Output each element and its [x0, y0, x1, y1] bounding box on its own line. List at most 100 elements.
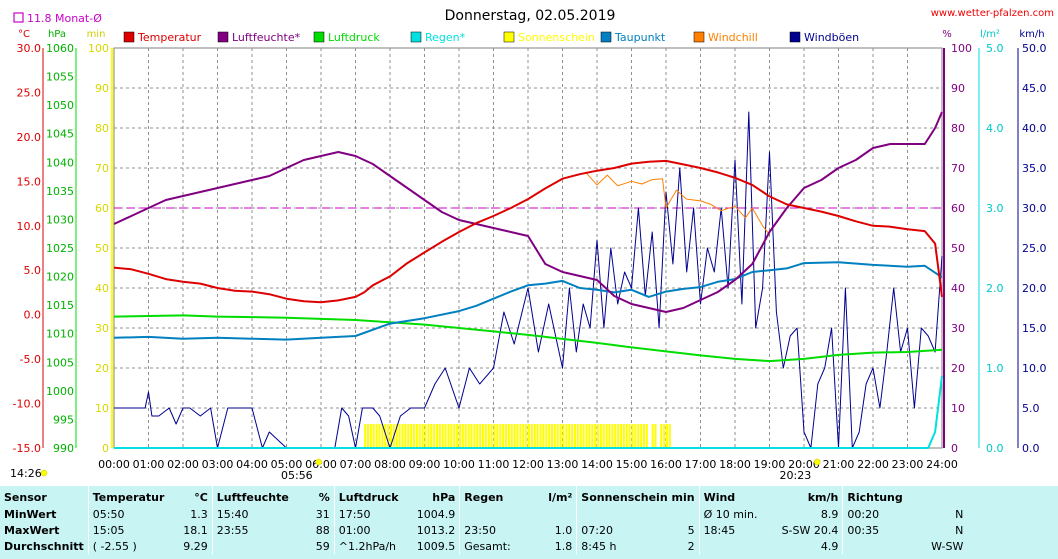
cell: 8.9 — [820, 507, 839, 521]
cell: N — [955, 507, 964, 521]
x-tick-label: 11:00 — [478, 458, 510, 471]
cell — [698, 538, 778, 554]
monthly-avg-icon — [13, 12, 24, 23]
sunshine-bar — [421, 424, 424, 448]
sunshine-bar — [447, 424, 450, 448]
cell: 1009.5 — [416, 539, 456, 553]
cell: 1.8 — [554, 539, 573, 553]
cell: 1.0 — [554, 523, 573, 537]
wind-tick-label: 40.0 — [1022, 122, 1047, 135]
cell: 1004.9 — [416, 507, 456, 521]
sunshine-bar — [427, 424, 430, 448]
sunshine-bar — [441, 424, 444, 448]
temp-tick-label: -10.0 — [13, 398, 41, 411]
cell — [576, 506, 668, 522]
sunshine-bar — [424, 424, 427, 448]
sun-tick-label: 90 — [95, 82, 109, 95]
sunshine-bar — [444, 424, 447, 448]
x-tick-label: 09:00 — [409, 458, 441, 471]
cell: 15:05 — [87, 522, 175, 538]
sunshine-bar — [628, 424, 631, 448]
sun-tick-label: 80 — [95, 122, 109, 135]
sunshine-bar — [622, 424, 625, 448]
sunshine-bar — [369, 424, 372, 448]
legend-swatch — [789, 31, 801, 43]
press-tick-label: 1045 — [46, 128, 74, 141]
sunshine-bar — [579, 424, 582, 448]
hum-tick-label: 70 — [951, 162, 965, 175]
cell: 31 — [315, 507, 330, 521]
stats-row-max: MaxWert 15:05 18.1 23:55 88 01:00 1013.2… — [0, 522, 967, 538]
source-link[interactable]: www.wetter-pfalzen.com — [931, 8, 1054, 19]
temp-tick-label: 25.0 — [17, 86, 42, 99]
col-wind-unit: km/h — [807, 490, 839, 504]
sunshine-bar — [528, 424, 530, 448]
sunshine-bar — [502, 424, 505, 448]
cell: ^1.2hPa/h — [333, 538, 413, 554]
rain-tick-label: 2.0 — [986, 282, 1004, 295]
sunshine-bar — [456, 424, 459, 448]
sun-tick-label: 40 — [95, 282, 109, 295]
sun-tick-label: 10 — [95, 402, 109, 415]
press-tick-label: 1050 — [46, 99, 74, 112]
cell: 2 — [687, 539, 695, 553]
cell: 23:55 — [211, 522, 296, 538]
sunshine-bar — [539, 424, 542, 448]
sunshine-bar — [378, 424, 381, 448]
sunshine-bar — [551, 424, 553, 448]
wind-tick-label: 15.0 — [1022, 322, 1047, 335]
sunshine-bar — [645, 424, 648, 448]
x-tick-label: 05:00 — [271, 458, 303, 471]
legend-label: Luftfeuchte* — [232, 31, 301, 44]
col-press: Luftdruck — [333, 486, 413, 506]
legend-swatch — [503, 31, 515, 43]
legend-swatch — [123, 31, 135, 43]
sun-tick-label: 60 — [95, 202, 109, 215]
stats-row-min: MinWert 05:50 1.3 15:40 31 17:50 1004.9 … — [0, 506, 967, 522]
statistics-panel: Sensor Temperatur °C Luftfeuchte % Luftd… — [0, 486, 1058, 559]
wind-tick-label: 0.0 — [1022, 442, 1040, 455]
legend-swatch — [600, 31, 612, 43]
sunshine-bar — [522, 424, 525, 448]
x-tick-label: 00:00 — [98, 458, 130, 471]
sunshine-bar — [407, 424, 410, 448]
sunshine-bar — [559, 424, 562, 448]
sunshine-bar — [507, 424, 510, 448]
cell — [211, 538, 296, 554]
sunshine-bar — [602, 424, 605, 448]
press-tick-label: 1015 — [46, 299, 74, 312]
sunshine-bar — [496, 424, 499, 448]
cell: 59 — [315, 539, 330, 553]
x-tick-label: 06:00 — [305, 458, 337, 471]
cell: 17:50 — [333, 506, 413, 522]
legend-swatch — [313, 31, 325, 43]
sun-tick-label: 50 — [95, 242, 109, 255]
sunshine-bar — [410, 424, 413, 448]
rain-tick-label: 4.0 — [986, 122, 1004, 135]
row-label: MaxWert — [4, 523, 60, 537]
cell: 88 — [315, 523, 330, 537]
sunset-icon — [813, 458, 821, 466]
unit-wind: km/h — [1019, 29, 1044, 40]
sunshine-bar — [510, 424, 513, 448]
sunshine-bar — [387, 424, 390, 448]
x-tick-label: 04:00 — [236, 458, 268, 471]
cell — [667, 506, 699, 522]
rain-tick-label: 5.0 — [986, 42, 1004, 55]
series-line-taupunkt — [113, 261, 943, 341]
wind-tick-label: 50.0 — [1022, 42, 1047, 55]
series-line-temperatur — [113, 159, 943, 304]
sunshine-bar — [597, 424, 599, 448]
press-tick-label: 1020 — [46, 271, 74, 284]
sunshine-bar — [398, 424, 401, 448]
cell — [538, 506, 577, 522]
temp-tick-label: 5.0 — [24, 264, 42, 277]
current-time: 14:26 — [10, 467, 42, 480]
sunshine-bar — [479, 424, 482, 448]
col-sensor: Sensor — [4, 490, 47, 504]
legend: Temperatur Luftfeuchte* Luftdruck Regen* Son… — [123, 31, 859, 44]
sunshine-bar — [413, 424, 415, 448]
sunshine-bar — [611, 424, 614, 448]
rain-tick-label: 3.0 — [986, 202, 1004, 215]
x-tick-label: 01:00 — [133, 458, 165, 471]
